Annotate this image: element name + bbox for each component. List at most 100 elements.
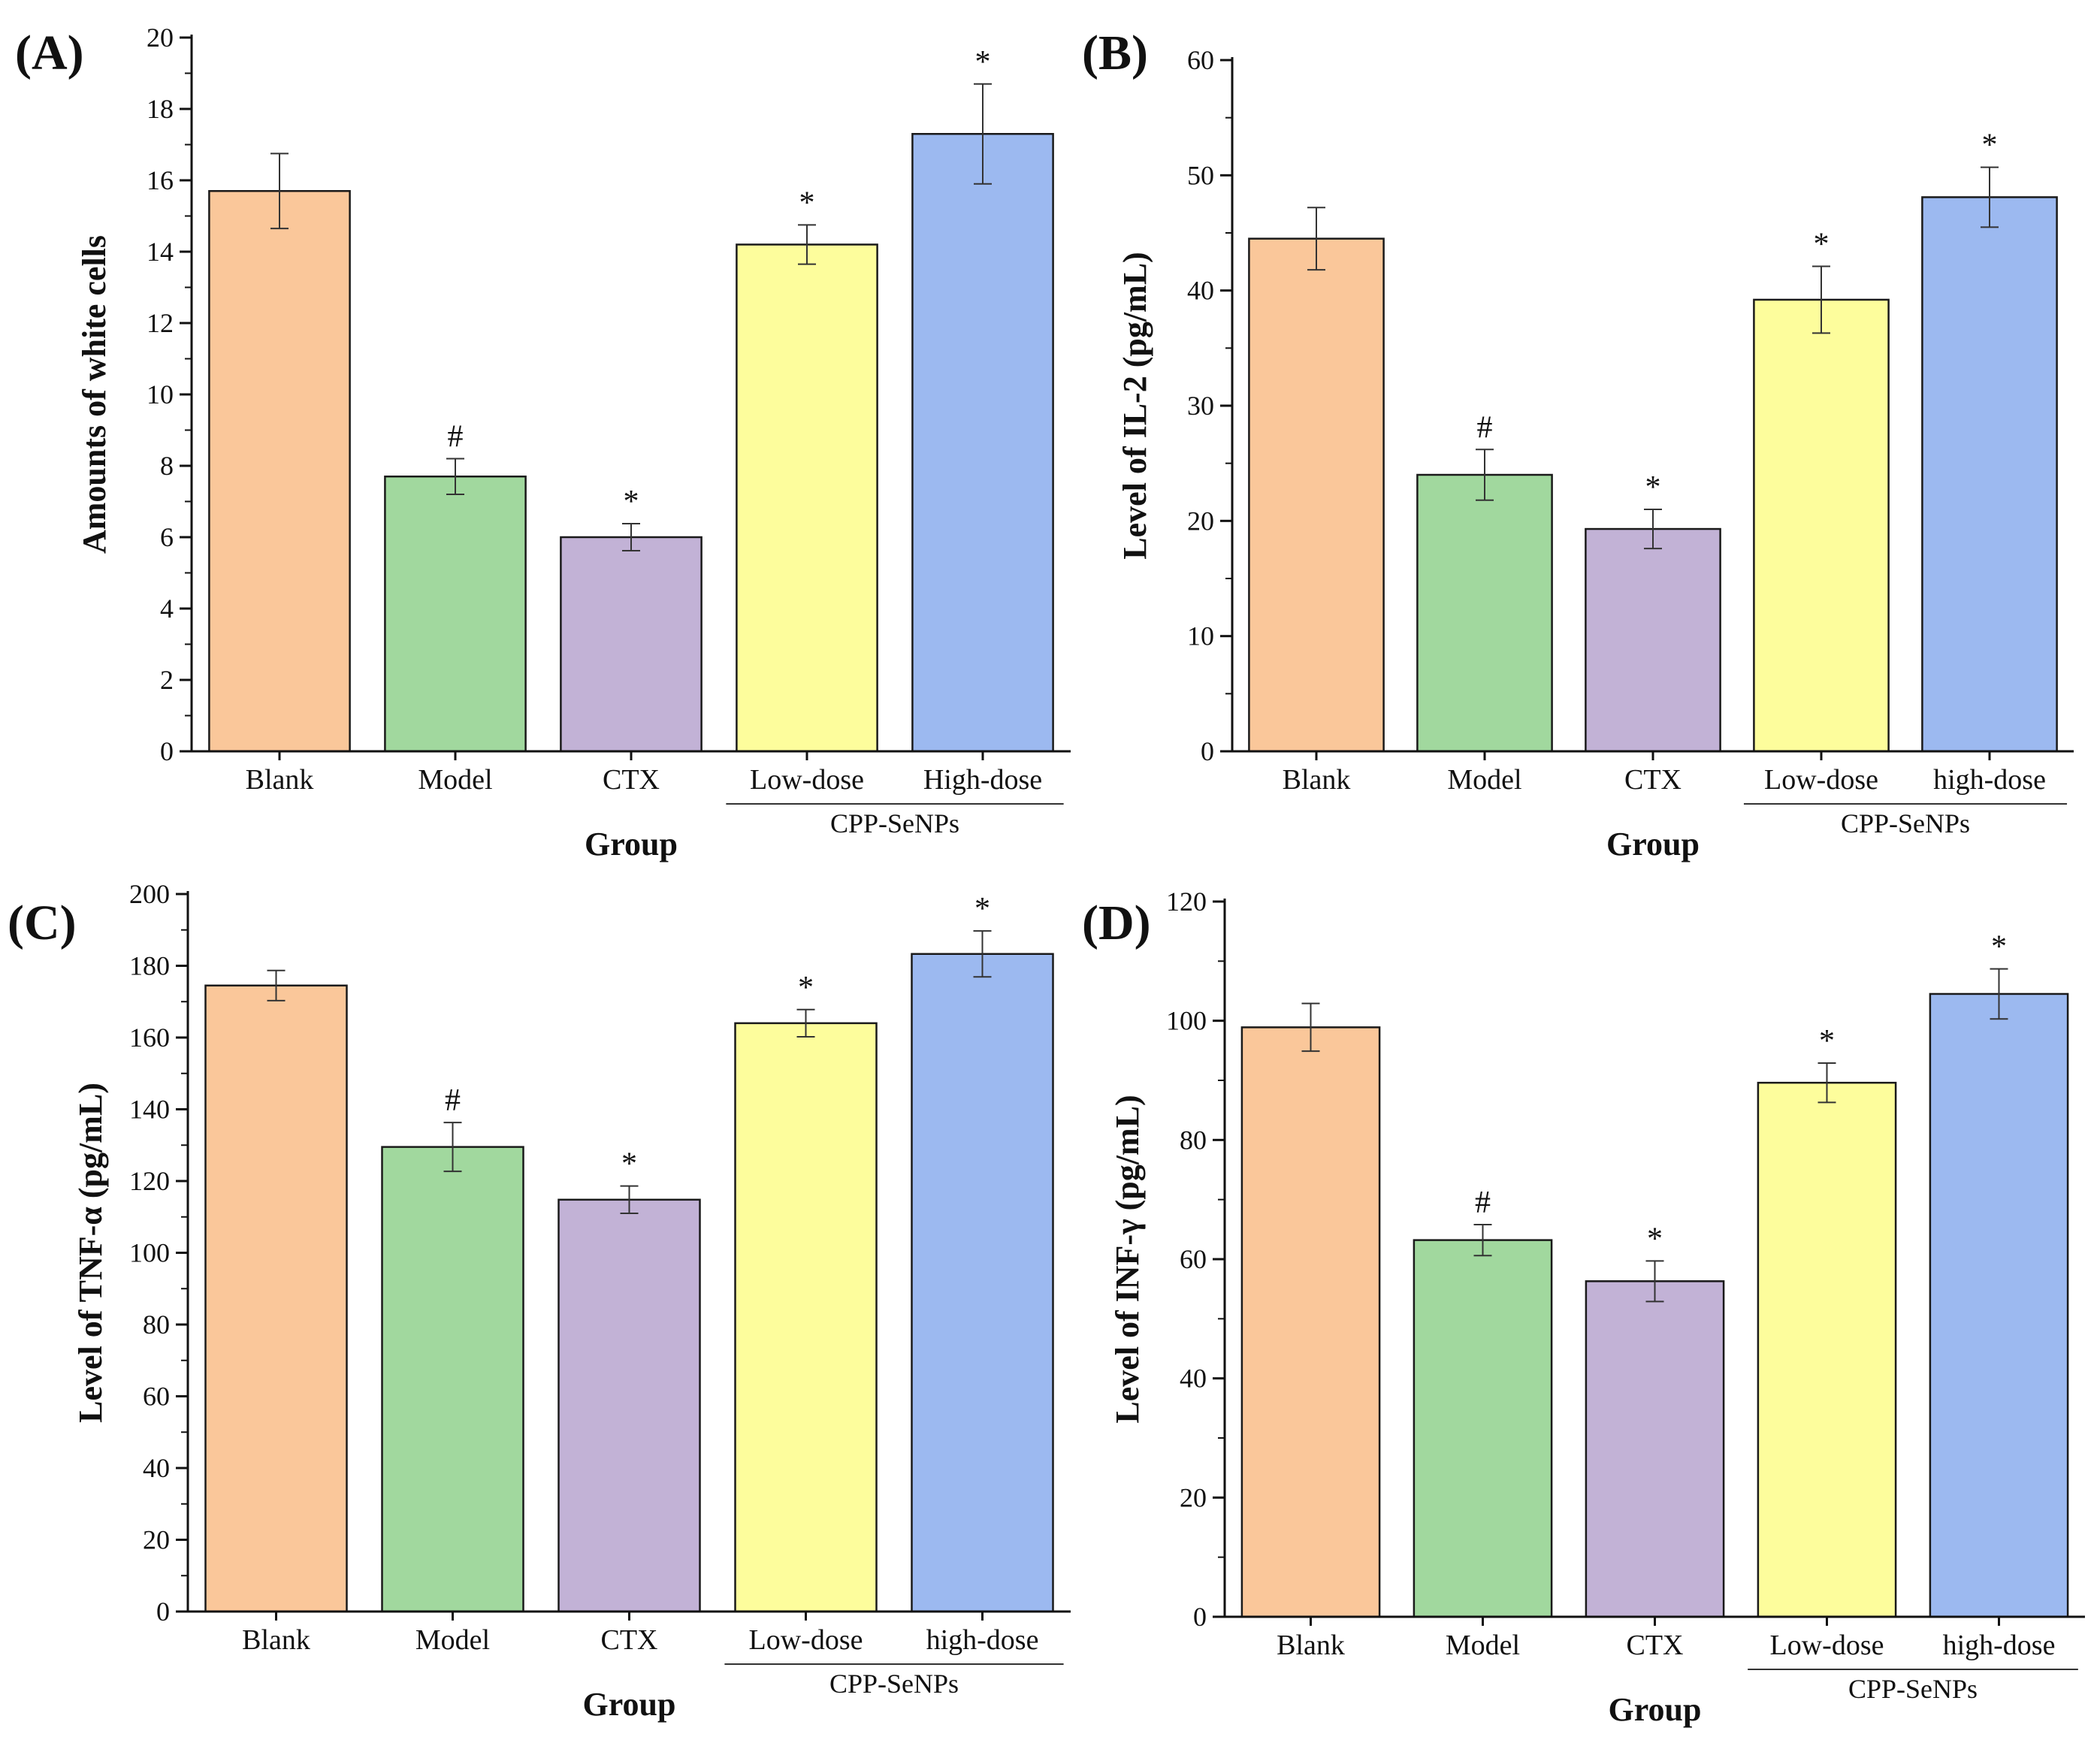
chart-panel-b: (B) 0 10 20 30 40 50 60 Blank # Model * CTX * Low-dose… — [1082, 26, 2074, 862]
y-tick-label: 100 — [129, 1238, 170, 1268]
significance-mark: * — [1645, 470, 1661, 505]
y-tick-label: 180 — [129, 951, 170, 981]
x-axis-title: Group — [1609, 1691, 1702, 1728]
x-tick-label: Model — [418, 764, 492, 796]
significance-mark: * — [1647, 1222, 1663, 1256]
significance-mark: * — [624, 485, 639, 519]
y-axis-title: Level of INF-γ (pg/mL) — [1109, 1095, 1146, 1423]
bar-blank — [208, 190, 351, 753]
significance-mark: * — [975, 45, 991, 80]
chart-panel-d: (D) 0 20 40 60 80 100 120 Blank # Model * CTX * Low-do… — [1082, 887, 2085, 1728]
y-tick-label: 14 — [147, 237, 174, 267]
significance-mark: # — [1477, 410, 1493, 445]
y-tick-label: 4 — [160, 594, 174, 624]
bar-ctx — [1585, 527, 1721, 753]
y-tick-label: 40 — [143, 1453, 170, 1483]
x-tick-label: Blank — [1283, 764, 1351, 796]
y-axis-title: Level of IL-2 (pg/mL) — [1116, 252, 1153, 559]
y-tick-label: 140 — [129, 1095, 170, 1125]
y-axis-title: Amounts of white cells — [76, 235, 113, 554]
y-tick-label: 0 — [1193, 1602, 1207, 1632]
y-tick-label: 8 — [160, 451, 174, 481]
chart-panel-a: (A) 0 2 4 6 8 10 12 14 16 18 20 Blank # Model * CTX * Low-… — [15, 23, 1071, 862]
group-bracket-label: CPP-SeNPs — [829, 1669, 959, 1699]
y-tick-label: 120 — [1166, 887, 1207, 917]
bar-ctx — [557, 1198, 701, 1613]
significance-mark: * — [974, 892, 990, 926]
x-tick-label: Blank — [1277, 1630, 1345, 1661]
chart-panel-c: (C) 0 20 40 60 80 100 120 140 160 180 200 Blank # Mode… — [8, 879, 1071, 1723]
x-tick-label: Model — [1446, 1630, 1520, 1661]
y-tick-label: 80 — [1180, 1125, 1207, 1155]
significance-mark: # — [445, 1083, 461, 1118]
y-tick-label: 16 — [147, 165, 174, 195]
significance-mark: # — [448, 420, 464, 455]
x-tick-label: Model — [415, 1624, 490, 1656]
x-tick-label: high-dose — [926, 1624, 1039, 1656]
x-tick-label: Blank — [246, 764, 314, 796]
x-tick-label: Low-dose — [1764, 764, 1878, 796]
bar-ctx — [560, 536, 703, 753]
y-tick-label: 40 — [1187, 276, 1214, 306]
bar-blank — [1240, 1026, 1381, 1618]
significance-mark: # — [1475, 1186, 1491, 1220]
y-tick-label: 160 — [129, 1023, 170, 1053]
y-tick-label: 20 — [143, 1525, 170, 1555]
panel-label-c: (C) — [8, 896, 77, 950]
bar-blank — [1248, 237, 1385, 753]
y-tick-label: 50 — [1187, 160, 1214, 190]
significance-mark: * — [798, 971, 814, 1005]
y-tick-label: 18 — [147, 94, 174, 124]
y-tick-label: 10 — [147, 379, 174, 409]
bar-low-dose — [1753, 298, 1890, 753]
y-tick-label: 200 — [129, 879, 170, 909]
x-tick-label: CTX — [1627, 1630, 1684, 1661]
y-axis-title: Level of TNF-α (pg/mL) — [72, 1083, 109, 1423]
y-tick-label: 30 — [1187, 391, 1214, 421]
y-tick-label: 0 — [1201, 736, 1214, 766]
bar-model — [1416, 473, 1553, 753]
y-tick-label: 120 — [129, 1166, 170, 1196]
x-tick-label: Blank — [242, 1624, 310, 1656]
y-tick-label: 60 — [1187, 45, 1214, 75]
x-tick-label: CTX — [1624, 764, 1682, 796]
y-tick-label: 2 — [160, 665, 174, 695]
y-tick-label: 6 — [160, 522, 174, 552]
x-tick-label: Model — [1447, 764, 1521, 796]
panel-label-d: (D) — [1082, 896, 1151, 950]
bar-model — [1413, 1239, 1553, 1618]
significance-mark: * — [799, 186, 815, 220]
y-tick-label: 20 — [147, 23, 174, 53]
group-bracket-label: CPP-SeNPs — [1841, 808, 1970, 838]
y-tick-label: 60 — [1180, 1244, 1207, 1274]
y-tick-label: 20 — [1180, 1482, 1207, 1512]
x-axis-title: Group — [585, 826, 678, 862]
bar-blank — [204, 984, 348, 1613]
y-tick-label: 10 — [1187, 621, 1214, 651]
y-tick-label: 20 — [1187, 506, 1214, 536]
significance-mark: * — [1991, 930, 2007, 965]
x-tick-label: high-dose — [1943, 1630, 2056, 1661]
significance-mark: * — [1819, 1024, 1835, 1059]
y-tick-label: 0 — [160, 736, 174, 766]
x-tick-label: CTX — [601, 1624, 658, 1656]
bar-low-dose — [736, 243, 878, 753]
x-tick-label: High-dose — [923, 764, 1042, 796]
x-axis-title: Group — [1606, 826, 1700, 862]
bar-high-dose — [911, 133, 1054, 753]
x-axis-title: Group — [583, 1686, 676, 1723]
y-tick-label: 40 — [1180, 1364, 1207, 1394]
x-tick-label: CTX — [603, 764, 660, 796]
x-tick-label: Low-dose — [1770, 1630, 1884, 1661]
bar-ctx — [1585, 1280, 1725, 1618]
x-tick-label: Low-dose — [750, 764, 864, 796]
y-tick-label: 12 — [147, 308, 174, 338]
significance-mark: * — [621, 1147, 637, 1182]
significance-mark: * — [1814, 227, 1830, 261]
x-tick-label: Low-dose — [749, 1624, 863, 1656]
group-bracket-label: CPP-SeNPs — [1848, 1674, 1978, 1704]
bar-model — [384, 476, 527, 753]
y-tick-label: 60 — [143, 1382, 170, 1412]
y-tick-label: 0 — [156, 1596, 170, 1627]
